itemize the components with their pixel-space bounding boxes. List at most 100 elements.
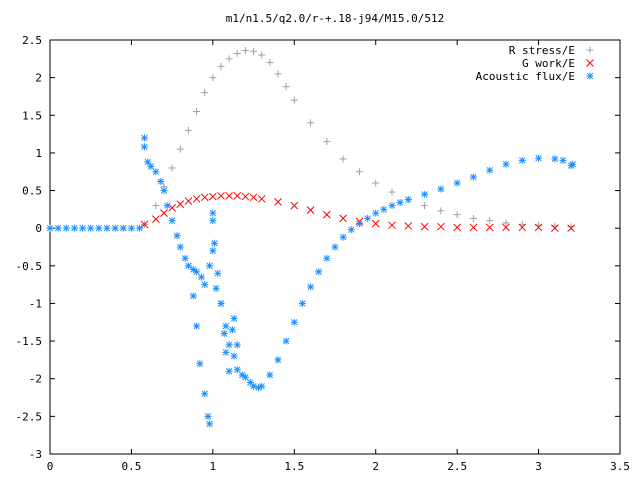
data-point [70,224,78,232]
data-point [453,223,461,232]
data-point [241,192,250,201]
data-point [152,202,160,210]
data-point [184,197,193,205]
y-tick-label: 2 [35,72,42,85]
chart-title: m1/n1.5/q2.0/r-+.18-j94/M15.0/512 [226,12,445,25]
data-point [307,119,315,127]
data-point [388,188,396,196]
data-point [225,341,233,349]
data-point [372,209,380,217]
x-tick-label: 1.5 [284,460,304,473]
data-point [331,243,339,251]
data-point [306,206,315,214]
data-point [257,194,266,203]
x-tick-label: 2 [372,460,379,473]
data-point [144,158,152,166]
data-point [298,299,306,307]
data-point [372,179,380,187]
data-point [200,193,209,202]
data-point [559,156,567,164]
data-point [228,326,236,334]
data-point [282,83,290,91]
data-point [204,412,212,420]
data-point [214,269,222,277]
data-point [152,215,160,224]
data-point [189,292,197,300]
data-point [209,217,217,225]
data-point [437,222,445,231]
data-point [201,390,209,398]
data-point [176,145,184,153]
data-point [192,194,201,203]
data-point [551,155,559,163]
data-point [274,197,282,206]
data-point [469,214,477,222]
data-point [355,220,363,228]
data-point [486,217,494,225]
data-point [163,202,171,210]
data-point [347,226,355,234]
data-point [119,224,127,232]
y-tick-label: 2.5 [22,34,42,47]
data-point [225,367,233,375]
y-tick-label: -0.5 [16,260,43,273]
data-point [54,224,62,232]
data-point [241,47,249,55]
data-point [469,223,478,232]
data-point [551,224,559,233]
data-point [323,210,331,219]
data-point [518,223,527,232]
data-point [307,283,315,291]
data-point [567,223,575,231]
data-point [152,168,160,176]
data-point [388,202,396,210]
data-point [502,223,510,232]
y-tick-label: -2.5 [16,410,43,423]
y-tick-label: 0 [35,222,42,235]
data-point [230,352,238,360]
data-point [437,207,445,215]
data-point [396,199,404,207]
data-point [502,219,510,227]
data-point [258,51,266,59]
x-tick-label: 0 [47,460,54,473]
data-point [233,341,241,349]
y-tick-label: -2 [29,373,42,386]
series-0 [140,47,575,231]
data-point [209,74,217,82]
data-point [469,173,477,181]
data-point [274,356,282,364]
x-tick-label: 3 [535,460,542,473]
data-point [193,268,201,276]
data-point [193,322,201,330]
data-point [210,239,218,247]
data-point [157,178,165,186]
data-point [193,108,201,116]
data-point [209,192,217,201]
data-point [339,155,347,163]
data-point [168,217,176,225]
data-point [217,62,225,70]
data-point [339,233,347,241]
data-point [201,281,209,289]
data-point [233,191,242,200]
data-point [160,209,168,217]
data-point [266,59,274,67]
y-tick-label: -1.5 [16,335,43,348]
data-point [222,322,230,330]
y-tick-label: 1 [35,147,42,160]
x-tick-label: 0.5 [121,460,141,473]
data-point [258,382,266,390]
data-point [87,224,95,232]
legend-marker [586,59,594,67]
axes: 0 0.5 1 1.5 2 2.5 3 3.5 2.5 2 1.5 1 0.5 0 -0.5 -1 -1.5 -2… [16,34,630,473]
data-point [282,337,290,345]
data-point [250,47,258,55]
data-point [222,348,230,356]
data-point [404,222,413,230]
data-point [168,164,176,172]
data-point [230,315,238,323]
series-2 [46,134,577,428]
data-point [127,224,135,232]
